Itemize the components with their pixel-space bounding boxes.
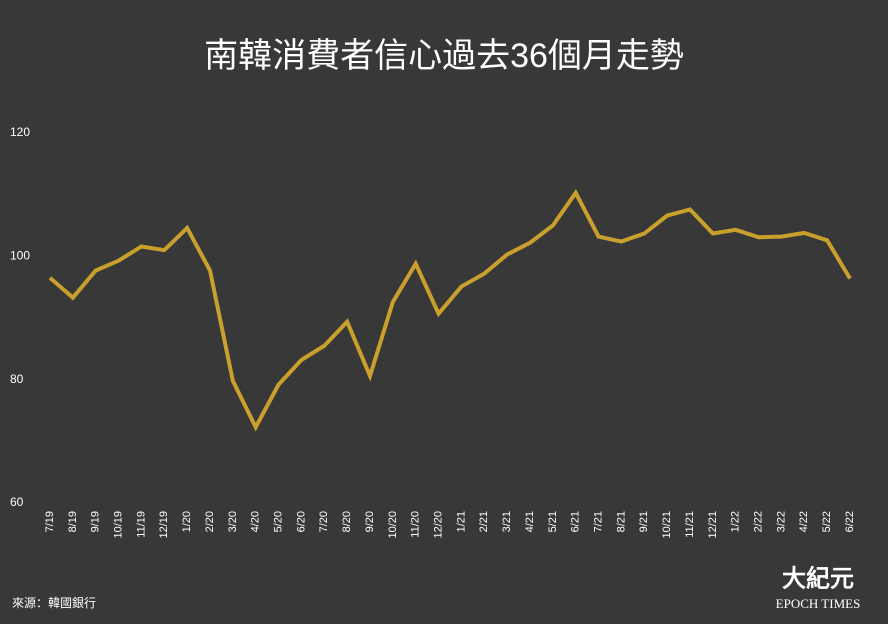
x-tick-label: 3/22	[775, 511, 787, 532]
y-tick-label: 60	[10, 495, 24, 509]
x-tick-label: 10/19	[112, 511, 124, 539]
logo-chinese: 大紀元	[782, 564, 854, 593]
x-tick-label: 12/20	[432, 511, 444, 539]
x-tick-label: 9/21	[638, 511, 650, 532]
x-tick-label: 11/19	[135, 511, 147, 538]
x-tick-label: 3/21	[501, 511, 513, 532]
y-tick-label: 120	[10, 125, 30, 139]
x-tick-label: 10/21	[661, 511, 673, 539]
x-tick-label: 1/21	[455, 511, 467, 532]
x-tick-label: 7/19	[44, 511, 56, 532]
x-tick-label: 1/20	[181, 511, 193, 532]
y-tick-label: 80	[10, 372, 24, 386]
data-line	[48, 188, 852, 432]
x-tick-label: 11/21	[684, 511, 696, 538]
x-tick-label: 8/19	[67, 511, 79, 532]
logo-english: EPOCH TIMES	[776, 596, 861, 611]
x-tick-label: 8/20	[341, 511, 353, 532]
x-tick-label: 9/19	[90, 511, 102, 532]
x-tick-label: 5/20	[272, 511, 284, 532]
x-tick-label: 4/21	[524, 511, 536, 532]
logo-box	[768, 565, 868, 613]
x-tick-label: 11/20	[410, 511, 422, 538]
x-tick-label: 7/20	[318, 511, 330, 532]
x-tick-label: 2/22	[752, 511, 764, 532]
x-tick-label: 5/22	[821, 511, 833, 532]
y-tick-label: 100	[10, 249, 30, 263]
x-tick-label: 5/21	[547, 511, 559, 532]
x-tick-label: 4/22	[798, 511, 810, 532]
x-tick-label: 1/22	[730, 511, 742, 532]
x-tick-label: 4/20	[250, 511, 262, 532]
x-tick-label: 6/21	[570, 511, 582, 532]
x-tick-label: 9/20	[364, 511, 376, 532]
x-tick-label: 7/21	[592, 511, 604, 532]
x-tick-label: 2/20	[204, 511, 216, 532]
x-tick-label: 6/20	[295, 511, 307, 532]
x-tick-label: 6/22	[844, 511, 856, 532]
x-tick-label: 12/21	[707, 511, 719, 539]
chart-title: 南韓消費者信心過去36個月走勢	[204, 37, 684, 75]
x-tick-label: 10/20	[387, 511, 399, 539]
x-tick-label: 3/20	[227, 511, 239, 532]
x-tick-label: 12/19	[158, 511, 170, 539]
x-tick-label: 2/21	[478, 511, 490, 532]
x-tick-label: 8/21	[615, 511, 627, 532]
source-note: 來源：韓國銀行	[12, 596, 96, 610]
